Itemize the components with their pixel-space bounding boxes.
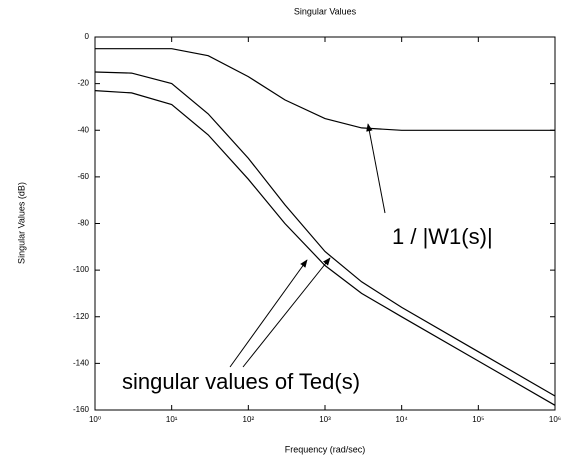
chart-title: Singular Values: [294, 6, 357, 16]
x-tick-label: 10⁶: [549, 415, 561, 424]
x-tick-label: 10²: [243, 415, 255, 424]
y-tick-label: -60: [77, 172, 89, 181]
annotation-arrow: [366, 123, 386, 214]
x-axis-label: Frequency (rad/sec): [285, 444, 366, 454]
annotation: singular values of Ted(s): [122, 369, 360, 394]
y-tick-label: 0: [85, 32, 90, 41]
y-tick-label: -80: [77, 219, 89, 228]
x-tick-label: 10¹: [166, 415, 178, 424]
x-tick-label: 10⁴: [395, 415, 408, 424]
y-tick-label: -120: [73, 312, 90, 321]
y-tick-label: -160: [73, 405, 90, 414]
x-tick-label: 10⁵: [472, 415, 484, 424]
y-tick-label: -40: [77, 125, 89, 134]
annotation-arrow: [242, 257, 331, 368]
series-line: [94, 90, 556, 406]
y-tick-label: -100: [73, 265, 90, 274]
y-axis-label: Singular Values (dB): [16, 182, 26, 264]
annotation: 1 / |W1(s)|: [392, 224, 493, 249]
x-tick-label: 10³: [319, 415, 331, 424]
y-tick-label: -20: [77, 79, 89, 88]
series-line: [95, 48, 555, 131]
series-line: [94, 71, 556, 397]
annotation-arrow: [229, 259, 308, 368]
x-tick-label: 10⁰: [89, 415, 101, 424]
y-tick-label: -140: [73, 358, 90, 367]
